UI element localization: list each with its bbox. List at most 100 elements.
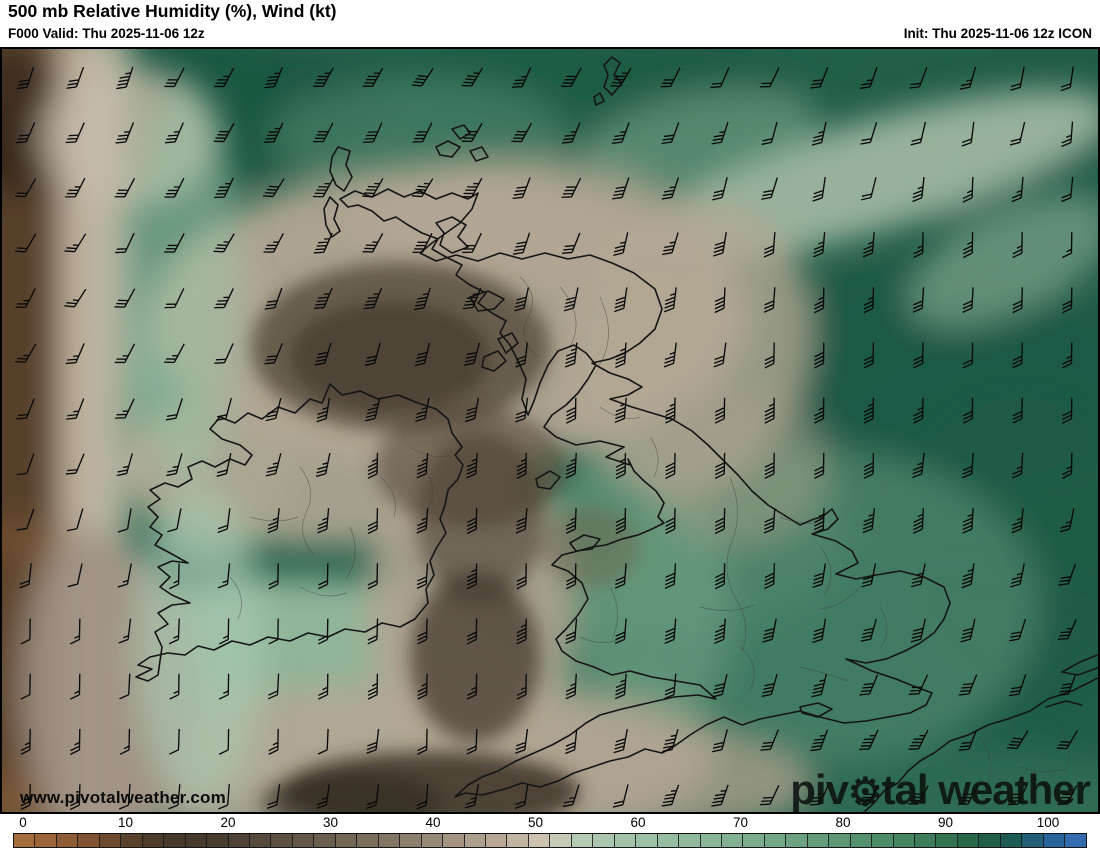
- wind-barb: [1010, 563, 1025, 588]
- colorbar-cell: [829, 834, 851, 847]
- wind-barb: [910, 563, 926, 588]
- wind-barb: [664, 673, 677, 700]
- wind-barb: [860, 177, 877, 201]
- wind-barb: [461, 67, 483, 87]
- wind-barb: [15, 343, 37, 363]
- colorbar-tick-label: 30: [322, 815, 339, 830]
- wind-barb: [264, 287, 283, 310]
- wind-barb: [1059, 508, 1075, 533]
- wind-barb: [213, 67, 235, 88]
- wind-barb: [314, 342, 332, 366]
- wind-barb: [169, 728, 180, 755]
- wind-barb: [116, 453, 133, 477]
- map-canvas[interactable]: www.pivotalweather.com piv⚙tal weather: [0, 47, 1100, 814]
- wind-barb: [561, 122, 581, 144]
- wind-barb: [65, 122, 85, 144]
- colorbar-cell: [786, 834, 808, 847]
- wind-barb: [561, 232, 581, 255]
- wind-barb: [763, 287, 776, 313]
- wind-barb: [958, 785, 979, 805]
- wind-barb: [1012, 232, 1023, 259]
- wind-barb: [565, 618, 578, 644]
- wind-barb: [713, 232, 727, 257]
- wind-barb: [213, 122, 235, 143]
- wind-barb: [114, 343, 136, 364]
- wind-barb: [20, 618, 31, 645]
- wind-barb: [461, 122, 483, 143]
- wind-barb: [366, 728, 380, 754]
- wind-barb: [165, 398, 183, 421]
- wind-barb: [20, 673, 31, 700]
- wind-barb: [809, 784, 829, 806]
- wind-barb: [20, 728, 31, 755]
- wind-barb: [164, 67, 185, 88]
- colorbar-cell: [249, 834, 272, 847]
- colorbar-tick-label: 100: [1036, 815, 1060, 830]
- colorbar-cell: [915, 834, 937, 847]
- wind-barb: [959, 66, 977, 90]
- wind-barb: [814, 397, 825, 424]
- wind-barb: [20, 784, 31, 811]
- colorbar-tick-label: 90: [937, 815, 954, 830]
- wind-barb: [564, 342, 578, 368]
- wind-barb: [812, 618, 827, 644]
- wind-barb: [216, 453, 232, 477]
- wind-barb: [560, 67, 582, 88]
- wind-barb: [119, 673, 131, 700]
- wind-barb: [363, 287, 383, 310]
- wind-barb: [118, 618, 132, 644]
- wind-barb: [566, 563, 577, 590]
- wind-barb: [268, 563, 279, 590]
- colorbar-cell: [357, 834, 379, 847]
- wind-barb: [1058, 563, 1077, 586]
- wind-barb: [263, 233, 284, 253]
- wind-barb: [466, 452, 478, 479]
- wind-barb: [362, 178, 384, 198]
- wind-barb: [961, 121, 975, 147]
- wind-barb: [313, 287, 333, 309]
- wind-barb: [15, 233, 37, 253]
- wind-barb: [515, 508, 528, 534]
- wind-barb: [912, 508, 924, 534]
- coast-outer-hebrides: [323, 146, 353, 238]
- watermark-url: www.pivotalweather.com: [20, 788, 226, 807]
- wind-barb: [463, 342, 481, 366]
- wind-barb: [714, 618, 726, 644]
- coast-islay-jura: [481, 332, 519, 372]
- wind-barb: [66, 508, 84, 532]
- wind-barb: [115, 398, 135, 419]
- wind-barb: [15, 178, 37, 198]
- wind-barb: [660, 67, 681, 88]
- wind-barb: [69, 784, 81, 811]
- wind-barb: [760, 729, 779, 751]
- wind-barb: [1062, 342, 1073, 369]
- wind-barb: [516, 452, 527, 479]
- wind-barb: [615, 508, 627, 535]
- wind-barb: [117, 563, 132, 588]
- wind-barb: [562, 784, 580, 808]
- wind-barb: [316, 397, 331, 423]
- wind-barb: [313, 232, 333, 254]
- wind-barb: [663, 342, 677, 368]
- colorbar-cell: [893, 834, 916, 847]
- wind-barb: [264, 343, 283, 365]
- colorbar-cell: [378, 834, 401, 847]
- wind-barbs: [15, 66, 1078, 811]
- wind-barb: [913, 232, 924, 259]
- wind-barb: [317, 508, 330, 534]
- wind-barb: [65, 177, 86, 198]
- wind-barb: [114, 288, 136, 308]
- wind-barb: [317, 728, 329, 755]
- colorbar-cell: [507, 834, 529, 847]
- wind-barb: [613, 232, 629, 257]
- map-title: 500 mb Relative Humidity (%), Wind (kt): [8, 1, 337, 21]
- wind-barb: [561, 177, 582, 198]
- wind-barb: [566, 397, 577, 424]
- wind-barb: [466, 563, 478, 590]
- wind-barb: [861, 563, 877, 588]
- wind-barb: [367, 673, 379, 700]
- colorbar-cell: [1043, 834, 1066, 847]
- wind-barb: [516, 618, 527, 645]
- wind-barb: [413, 287, 431, 311]
- wind-barb: [164, 343, 185, 364]
